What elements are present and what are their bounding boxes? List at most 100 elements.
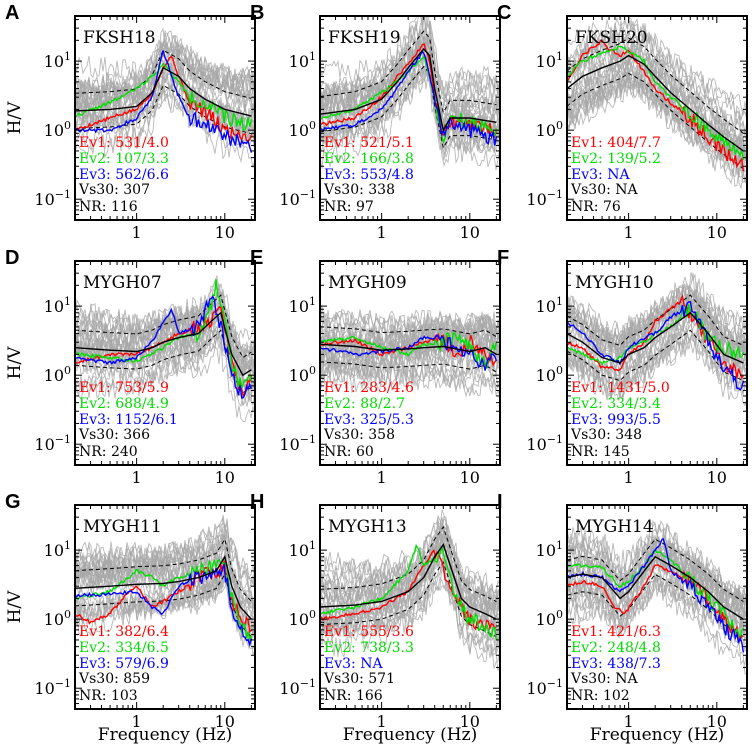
nr-label: NR: 166	[324, 688, 383, 704]
plot-area	[75, 27, 255, 169]
x-tick-label-10: 10	[215, 223, 235, 242]
station-name: FKSH19	[328, 28, 401, 48]
record-curve	[320, 564, 500, 656]
y-ticks	[320, 264, 500, 466]
plus-sigma-curve	[567, 538, 744, 602]
record-curve	[567, 574, 747, 643]
nr-label: NR: 103	[79, 688, 138, 704]
vs30-label: Vs30: 338	[323, 182, 395, 198]
record-curve	[567, 331, 747, 402]
x-ticks	[74, 16, 252, 220]
y-tick-base: 10	[289, 541, 309, 560]
x-tick-label-1: 1	[624, 468, 634, 487]
y-tick-exponent: 1	[64, 539, 71, 552]
station-name: MYGH13	[328, 517, 407, 537]
x-tick-label-1: 1	[624, 223, 634, 242]
x-tick-label-10: 10	[460, 223, 480, 242]
y-tick-exponent: −1	[55, 433, 71, 446]
y-tick-base: 10	[526, 435, 546, 454]
record-curve	[75, 48, 255, 115]
record-curve	[320, 356, 500, 398]
record-curve	[567, 303, 747, 376]
xlabel-frequency-col-1: Frequency (Hz)	[98, 725, 232, 745]
y-tick-exponent: −1	[300, 433, 316, 446]
plus-sigma-curve	[320, 30, 497, 114]
y-tick-label: 100	[536, 608, 563, 629]
x-ticks	[319, 16, 497, 220]
event-legend-2: Ev2: 738/3.3	[324, 640, 414, 656]
panel-frame	[74, 504, 256, 710]
y-tick-label: 100	[536, 119, 563, 140]
plus-sigma-curve	[567, 37, 744, 134]
record-curve	[75, 71, 255, 134]
y-ticks	[567, 508, 747, 710]
vs30-label: Vs30: NA	[570, 671, 639, 687]
xlabel-frequency-col-2: Frequency (Hz)	[343, 725, 477, 745]
y-tick-exponent: 0	[64, 608, 71, 621]
event-legend-1: Ev1: 1431/5.0	[571, 380, 670, 396]
y-tick-exponent: 0	[556, 608, 563, 621]
y-tick-base: 10	[289, 610, 309, 629]
mean-curve	[320, 47, 497, 133]
y-tick-base: 10	[44, 52, 64, 71]
y-tick-base: 10	[289, 297, 309, 316]
event-legend-3: Ev3: 1152/6.1	[79, 412, 178, 428]
y-tick-base: 10	[44, 297, 64, 316]
record-curve	[320, 355, 500, 397]
event-legend-3: Ev3: 325/5.3	[324, 412, 414, 428]
mean-curve	[567, 54, 744, 152]
record-curve	[320, 561, 500, 659]
record-curve	[320, 515, 500, 609]
vs30-label: Vs30: 571	[323, 671, 395, 687]
y-tick-label: 10−1	[279, 433, 316, 454]
event-legend-1: Ev1: 283/4.6	[324, 380, 414, 396]
y-tick-exponent: 0	[64, 119, 71, 132]
y-tick-label: 10−1	[526, 433, 563, 454]
y-tick-label: 101	[289, 295, 316, 316]
record-curve	[320, 16, 500, 101]
y-tick-base: 10	[536, 297, 556, 316]
y-tick-base: 10	[536, 610, 556, 629]
plus-sigma-curve	[75, 294, 252, 359]
mean-curve	[320, 543, 497, 620]
y-tick-base: 10	[44, 541, 64, 560]
plot-area	[567, 519, 747, 675]
y-tick-label: 101	[536, 295, 563, 316]
x-tick-label-10: 10	[460, 468, 480, 487]
plus-sigma-curve	[75, 537, 252, 602]
panel-letter: G	[5, 491, 21, 513]
x-tick-label-10: 10	[707, 223, 727, 242]
record-curve	[75, 514, 255, 593]
record-curve	[320, 65, 500, 169]
y-tick-exponent: 1	[309, 539, 316, 552]
event-curve-ev2	[567, 45, 745, 160]
vs30-label: Vs30: 358	[323, 427, 395, 443]
station-name: MYGH09	[328, 273, 407, 293]
event-legend-2: Ev2: 166/3.8	[324, 151, 414, 167]
vs30-label: Vs30: 307	[78, 182, 150, 198]
record-curve	[567, 295, 747, 368]
panel-letter: I	[497, 491, 503, 513]
y-tick-label: 10−1	[34, 677, 71, 698]
event-legend-2: Ev2: 88/2.7	[324, 396, 405, 412]
y-tick-exponent: −1	[55, 677, 71, 690]
event-legend-1: Ev1: 404/7.7	[571, 135, 661, 151]
y-tick-label: 100	[536, 364, 563, 385]
record-curve	[567, 543, 747, 629]
y-tick-exponent: 0	[64, 364, 71, 377]
station-name: MYGH14	[575, 517, 654, 537]
y-tick-label: 100	[44, 119, 71, 140]
event-curve-ev2	[320, 331, 498, 369]
y-tick-label: 100	[289, 364, 316, 385]
y-tick-label: 101	[536, 50, 563, 71]
event-legend-1: Ev1: 421/6.3	[571, 624, 661, 640]
y-tick-base: 10	[536, 366, 556, 385]
y-tick-label: 100	[44, 608, 71, 629]
x-ticks	[319, 505, 497, 709]
y-tick-label: 101	[44, 539, 71, 560]
nr-label: NR: 97	[324, 199, 374, 215]
record-curve	[567, 16, 747, 121]
